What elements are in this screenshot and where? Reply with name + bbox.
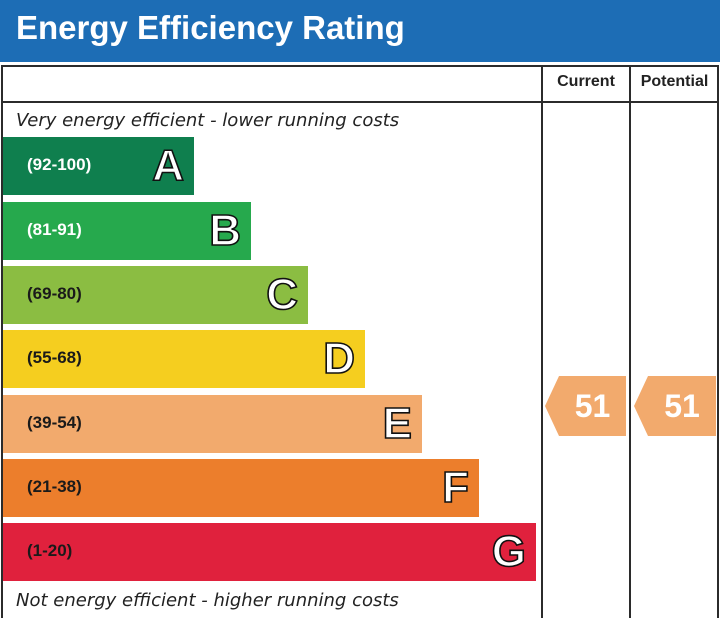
band-range-label: (92-100) xyxy=(27,155,92,174)
rating-table-frame xyxy=(1,65,719,618)
title-bar: Energy Efficiency Rating xyxy=(0,0,720,62)
band-letter: E xyxy=(382,398,413,449)
current-rating-arrow: 51 xyxy=(545,376,626,436)
band-range-label: (1-20) xyxy=(27,541,73,560)
band-g: (1-20) G xyxy=(3,523,536,581)
potential-rating-value: 51 xyxy=(664,388,700,424)
band-b: (81-91) B xyxy=(3,202,251,260)
band-letter: G xyxy=(491,526,527,577)
bottom-note: Not energy efficient - higher running co… xyxy=(16,590,399,611)
top-note: Very energy efficient - lower running co… xyxy=(16,110,400,131)
band-range-label: (55-68) xyxy=(27,348,82,367)
band-c: (69-80) C xyxy=(3,266,308,324)
header-divider xyxy=(1,101,719,103)
band-f: (21-38) F xyxy=(3,459,479,517)
chart-title: Energy Efficiency Rating xyxy=(16,9,405,46)
column-divider xyxy=(541,65,543,618)
band-range-label: (21-38) xyxy=(27,477,82,496)
band-a: (92-100) A xyxy=(3,137,194,195)
band-letter: C xyxy=(265,269,298,320)
current-rating-value: 51 xyxy=(574,388,611,424)
band-e: (39-54) E xyxy=(3,395,422,453)
column-divider xyxy=(629,65,631,618)
current-column-header: Current xyxy=(557,73,615,90)
band-letter: A xyxy=(151,140,184,191)
potential-rating-arrow: 51 xyxy=(634,376,716,436)
band-range-label: (69-80) xyxy=(27,284,82,303)
band-letter: D xyxy=(322,333,355,384)
band-range-label: (81-91) xyxy=(27,220,82,239)
band-letter: B xyxy=(208,205,241,256)
band-range-label: (39-54) xyxy=(27,413,82,432)
potential-column-header: Potential xyxy=(640,73,709,90)
band-d: (55-68) D xyxy=(3,330,365,388)
band-letter: F xyxy=(441,462,469,513)
